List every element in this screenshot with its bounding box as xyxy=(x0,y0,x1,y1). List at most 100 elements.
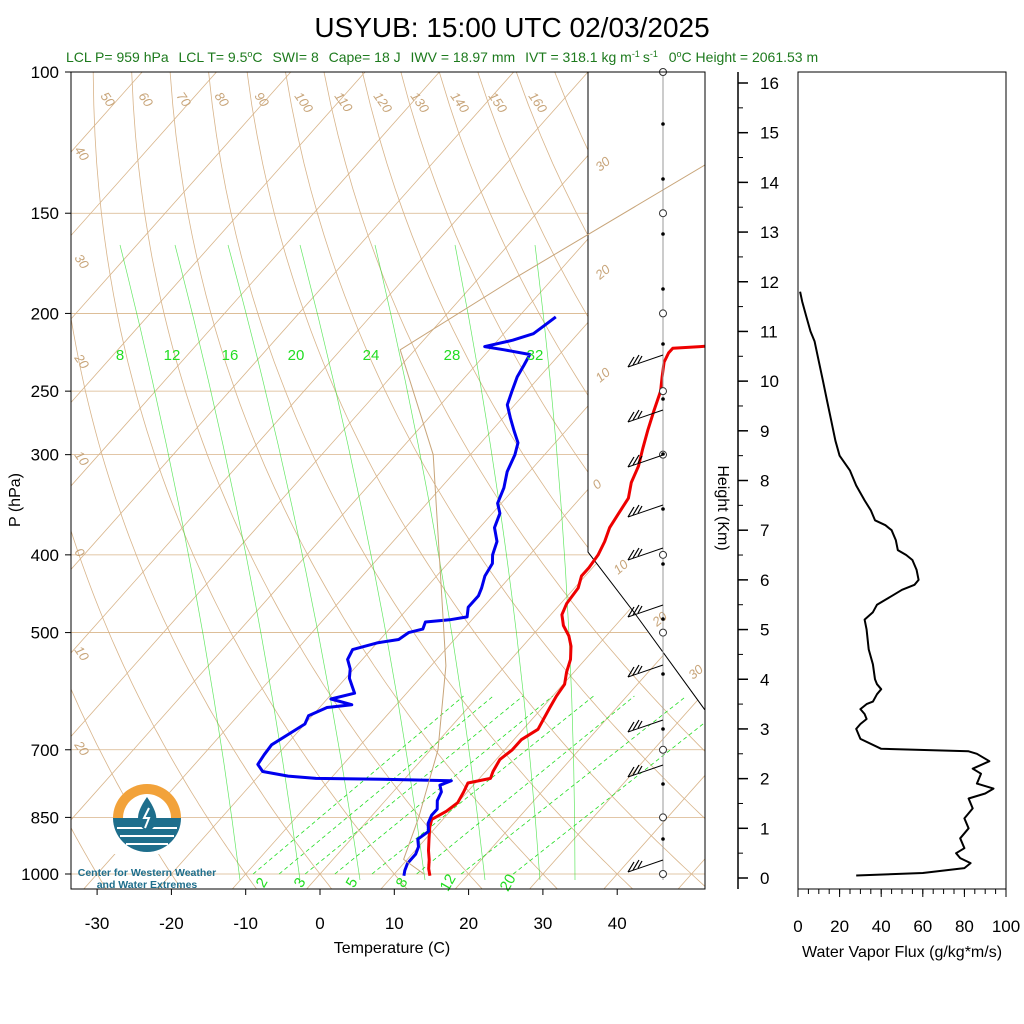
cape-text: Cape= 18 J xyxy=(329,49,401,65)
wind-barb-staff xyxy=(627,719,664,733)
height-tick-label: 7 xyxy=(760,521,769,540)
wind-barb-staff xyxy=(627,409,664,423)
iwv-text: IWV = 18.97 mm xyxy=(411,49,516,65)
dry-adiabat-label: 80 xyxy=(212,89,233,110)
height-tick-label: 5 xyxy=(760,621,769,640)
mixing-ratio-dashed-line xyxy=(252,695,464,875)
wind-barb-feathers xyxy=(627,859,643,873)
skewt-frame xyxy=(70,71,706,890)
dry-adiabat-label: 60 xyxy=(136,89,157,110)
lcl-t-text: LCL T= 9.5 xyxy=(179,49,248,65)
mixing-ratio-bottom-label: 2 xyxy=(253,875,272,891)
height-tick-label: 10 xyxy=(760,372,779,391)
mixing-ratio-bottom-label: 5 xyxy=(343,875,362,891)
height-tick-label: 12 xyxy=(760,273,779,292)
temperature-axis-label: Temperature (C) xyxy=(334,940,450,957)
boundary-line xyxy=(587,72,705,711)
level-dot xyxy=(661,727,665,731)
wind-barb-feathers xyxy=(627,354,643,368)
temp-tick-label: -10 xyxy=(233,914,258,933)
height-tick-label: 16 xyxy=(760,74,779,93)
height-tick-label: 9 xyxy=(760,422,769,441)
level-dot xyxy=(661,232,665,236)
dry-adiabat-line xyxy=(323,72,705,752)
flux-tick-label: 20 xyxy=(830,917,849,936)
pressure-tick-label: 150 xyxy=(31,204,59,223)
height-tick-label: 3 xyxy=(760,720,769,739)
isotherm-side-label: 30 xyxy=(72,251,93,272)
zero-c-text: C Height = 2061.53 m xyxy=(682,49,819,65)
mixing-ratio-line xyxy=(534,244,576,881)
isotherm-line xyxy=(71,72,217,237)
flux-tick-label: 0 xyxy=(793,917,802,936)
height-tick-label: 8 xyxy=(760,472,769,491)
wind-barb-feathers xyxy=(627,409,643,423)
dry-adiabat-label: 140 xyxy=(448,89,473,116)
mixing-ratio-top-label: 12 xyxy=(164,347,181,364)
mixing-ratio-top-label: 20 xyxy=(288,347,305,364)
mixing-ratio-line xyxy=(299,244,426,881)
mixing-ratio-dashed-line xyxy=(278,695,494,875)
dry-adiabat-label: 110 xyxy=(332,89,357,115)
swi-text: SWI= 8 xyxy=(272,49,319,65)
flux-tick-label: 40 xyxy=(872,917,891,936)
wind-barb-staff xyxy=(627,859,664,873)
wind-barb-staff xyxy=(627,547,664,561)
isotherm-line xyxy=(71,72,366,404)
height-tick-label: 15 xyxy=(760,124,779,143)
dry-adiabat-label: 100 xyxy=(292,89,317,116)
dry-adiabat-line xyxy=(208,72,634,889)
level-dot xyxy=(661,562,665,566)
isotherm-side-label: 10 xyxy=(72,448,93,469)
dry-adiabat-line xyxy=(71,315,333,889)
calm-circle xyxy=(659,550,667,559)
wind-barb-staff xyxy=(627,454,664,468)
pressure-tick-label: 200 xyxy=(31,304,59,323)
mixing-ratio-top-label: 24 xyxy=(363,347,380,364)
lcl-p-text: LCL P= 959 hPa xyxy=(66,49,169,65)
isotherm-line xyxy=(454,607,705,889)
dewpoint-profile-line xyxy=(256,315,557,876)
calm-circle xyxy=(659,745,667,754)
mixing-ratio-top-label: 28 xyxy=(444,347,461,364)
mixing-ratio-dashed-line xyxy=(416,695,635,875)
mixing-ratio-bottom-label: 20 xyxy=(497,871,520,894)
height-tick-label: 13 xyxy=(760,223,779,242)
parcel-profile-line xyxy=(399,164,705,875)
wind-barb-staff xyxy=(627,504,664,518)
height-tick-label: 14 xyxy=(760,173,779,192)
pressure-tick-label: 1000 xyxy=(21,865,59,884)
boundary-mask xyxy=(588,72,705,552)
isotherm-line xyxy=(71,72,514,570)
calm-circle xyxy=(659,870,667,878)
temp-tick-label: 10 xyxy=(385,914,404,933)
calm-circle xyxy=(659,813,667,822)
skewt-background-lines xyxy=(71,72,1024,891)
dry-adiabat-line xyxy=(92,72,408,889)
wind-barb-feathers xyxy=(627,764,643,778)
dry-adiabat-label: 50 xyxy=(98,89,119,110)
isotherm-line xyxy=(71,72,589,654)
pressure-tick-label: 700 xyxy=(31,741,59,760)
mixing-ratio-dashed-line xyxy=(512,721,705,875)
height-tick-label: 11 xyxy=(760,322,778,341)
wind-barb-staff xyxy=(627,604,664,618)
degree-mark: o xyxy=(247,49,252,59)
mixing-ratio-line xyxy=(119,244,241,881)
logo-line1: Center for Western Weather xyxy=(78,867,216,879)
dry-adiabat-line xyxy=(169,72,558,889)
temperature-profile-line xyxy=(427,344,705,876)
mixing-ratio-bottom-label: 8 xyxy=(393,875,412,891)
temp-tick-label: 30 xyxy=(533,914,552,933)
dry-adiabat-label: 150 xyxy=(486,89,511,116)
dry-adiabat-label: 130 xyxy=(408,89,433,116)
dry-adiabat-line xyxy=(709,72,1024,891)
dry-adiabat-label: 120 xyxy=(371,89,396,116)
mixing-ratio-top-label: 32 xyxy=(527,347,544,364)
height-axis-label: Height (Km) xyxy=(714,465,731,550)
lcl-t-unit: C xyxy=(252,49,262,65)
dry-adiabat-label: 70 xyxy=(174,89,195,110)
temp-tick-label: -20 xyxy=(159,914,184,933)
